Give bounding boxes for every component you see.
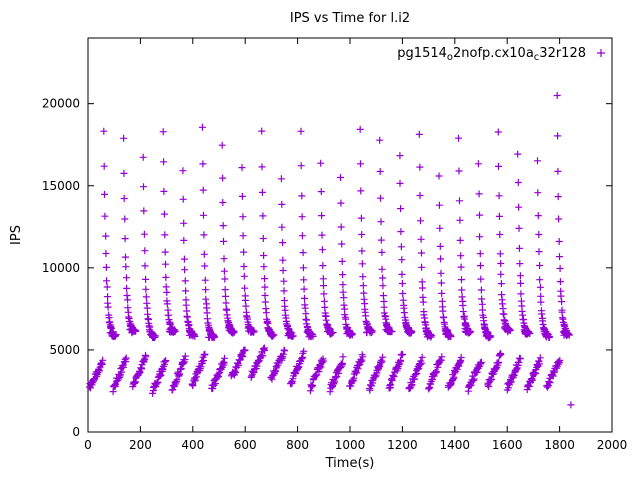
x-tick-label: 0 (84, 438, 92, 452)
x-tick-label: 1200 (387, 438, 418, 452)
y-tick-label: 10000 (42, 261, 80, 275)
y-tick-label: 5000 (49, 343, 80, 357)
legend-label: pg1514o2nofp.cx10ac32r128 (397, 46, 586, 63)
y-tick-label: 20000 (42, 97, 80, 111)
x-tick-label: 1600 (492, 438, 523, 452)
x-tick-label: 600 (234, 438, 257, 452)
y-axis-label: IPS (9, 225, 24, 245)
legend-marker-plus-icon (597, 49, 605, 57)
axis-ticks: 0 200 400 600 800 1000 1200 1400 1600 1800 2000050… (42, 38, 627, 452)
x-tick-label: 2000 (597, 438, 628, 452)
x-tick-label: 800 (286, 438, 309, 452)
x-tick-label: 1800 (544, 438, 575, 452)
y-tick-label: 0 (72, 425, 80, 439)
chart-title: IPS vs Time for l.i2 (290, 11, 410, 26)
x-tick-label: 1400 (440, 438, 471, 452)
x-tick-label: 400 (181, 438, 204, 452)
x-tick-label: 1000 (335, 438, 366, 452)
x-tick-label: 200 (129, 438, 152, 452)
data-points (85, 92, 575, 409)
y-tick-label: 15000 (42, 179, 80, 193)
legend: pg1514o2nofp.cx10ac32r128 (397, 46, 605, 63)
x-axis-label: Time(s) (325, 456, 375, 471)
